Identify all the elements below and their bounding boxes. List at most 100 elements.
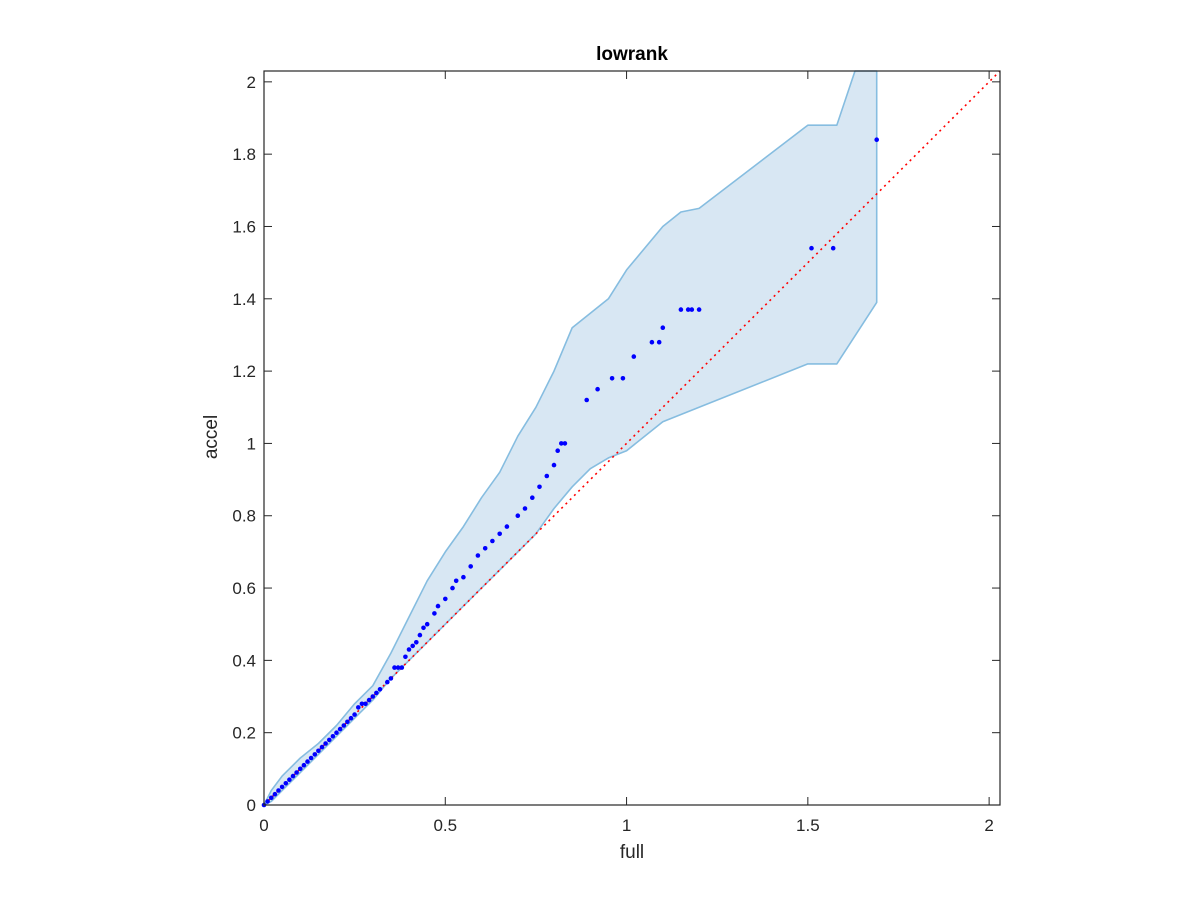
data-point	[649, 339, 655, 345]
data-point	[515, 513, 521, 518]
data-point	[305, 759, 310, 764]
data-point	[316, 748, 321, 754]
data-point	[348, 715, 354, 721]
x-tick-label: 1.5	[796, 816, 820, 835]
data-point	[337, 726, 343, 732]
data-point	[366, 697, 372, 703]
x-tick-label: 0.5	[433, 816, 457, 835]
data-point	[269, 795, 274, 801]
data-point	[443, 596, 448, 602]
data-point	[330, 734, 336, 739]
data-point	[530, 495, 535, 501]
data-point	[450, 585, 455, 591]
x-ticks: 0 0.5 1 1.5 2	[259, 71, 994, 835]
data-point	[298, 766, 303, 772]
data-point	[363, 701, 368, 707]
data-point	[562, 441, 568, 446]
data-point	[497, 531, 503, 537]
data-point	[453, 578, 459, 584]
data-point	[377, 687, 383, 692]
data-point	[352, 712, 357, 717]
data-point	[544, 473, 550, 479]
data-point	[559, 441, 564, 446]
data-point	[414, 640, 419, 645]
data-point	[696, 307, 702, 312]
data-point	[421, 625, 426, 631]
y-tick-label: 0.2	[232, 724, 256, 743]
data-point	[595, 386, 600, 392]
y-tick-label: 1.4	[232, 290, 256, 309]
data-point	[660, 325, 666, 331]
data-point	[424, 621, 430, 627]
data-point	[410, 643, 416, 649]
data-point	[522, 506, 528, 511]
data-point	[435, 603, 441, 609]
data-point	[609, 376, 615, 381]
y-tick-label: 2	[247, 73, 256, 92]
y-tick-label: 1.8	[232, 145, 256, 164]
data-point	[290, 773, 296, 779]
data-point	[345, 719, 350, 725]
band-area	[263, 70, 878, 806]
data-point	[374, 690, 379, 696]
axes	[263, 70, 1001, 806]
y-tick-label: 0	[247, 796, 256, 815]
y-tick-label: 0.6	[232, 579, 256, 598]
data-points	[261, 137, 879, 808]
data-point	[417, 632, 423, 638]
data-point	[482, 546, 488, 551]
data-point	[385, 679, 390, 685]
data-point	[678, 307, 684, 312]
data-point	[356, 705, 361, 710]
data-point	[406, 647, 412, 652]
data-point	[584, 397, 589, 403]
data-point	[341, 723, 347, 728]
x-tick-label: 0	[259, 816, 268, 835]
x-axis-label: full	[620, 842, 644, 863]
confidence-band	[263, 70, 878, 806]
data-point	[276, 788, 281, 793]
data-point	[555, 448, 560, 454]
data-point	[475, 553, 481, 558]
data-point	[468, 564, 474, 569]
data-point	[334, 730, 339, 735]
axes-box	[263, 70, 1001, 806]
y-tick-label: 0.8	[232, 507, 256, 526]
x-tick-label: 1	[622, 816, 631, 835]
data-point	[272, 791, 278, 797]
data-point	[319, 744, 325, 750]
y-tick-label: 1.6	[232, 217, 256, 236]
data-point	[370, 694, 376, 699]
y-ticks: 0 0.2 0.4 0.6 0.8 1 1.2 1.4 1.6 1.8 2	[232, 73, 1000, 815]
data-point	[395, 665, 401, 670]
data-point	[461, 574, 466, 580]
data-point	[294, 770, 299, 775]
data-point	[490, 538, 495, 544]
data-point	[388, 676, 394, 681]
data-point	[685, 307, 691, 312]
y-tick-label: 1.2	[232, 362, 256, 381]
data-point	[399, 665, 405, 670]
data-point	[432, 611, 437, 616]
data-point	[359, 701, 365, 707]
data-point	[392, 665, 397, 670]
data-point	[327, 737, 332, 743]
data-point	[874, 137, 879, 142]
data-point	[287, 777, 292, 782]
data-point	[631, 354, 637, 359]
data-point	[312, 752, 318, 757]
chart-title: lowrank	[596, 44, 668, 65]
data-point	[809, 245, 814, 251]
y-axis-label: accel	[201, 415, 222, 459]
data-point	[279, 784, 285, 790]
data-point	[403, 654, 408, 660]
x-tick-label: 2	[984, 816, 993, 835]
data-point	[620, 376, 626, 381]
data-point	[537, 484, 542, 490]
data-point	[830, 245, 836, 251]
data-point	[551, 462, 557, 468]
data-point	[323, 741, 328, 746]
y-tick-label: 1	[247, 434, 256, 453]
data-point	[308, 755, 314, 761]
